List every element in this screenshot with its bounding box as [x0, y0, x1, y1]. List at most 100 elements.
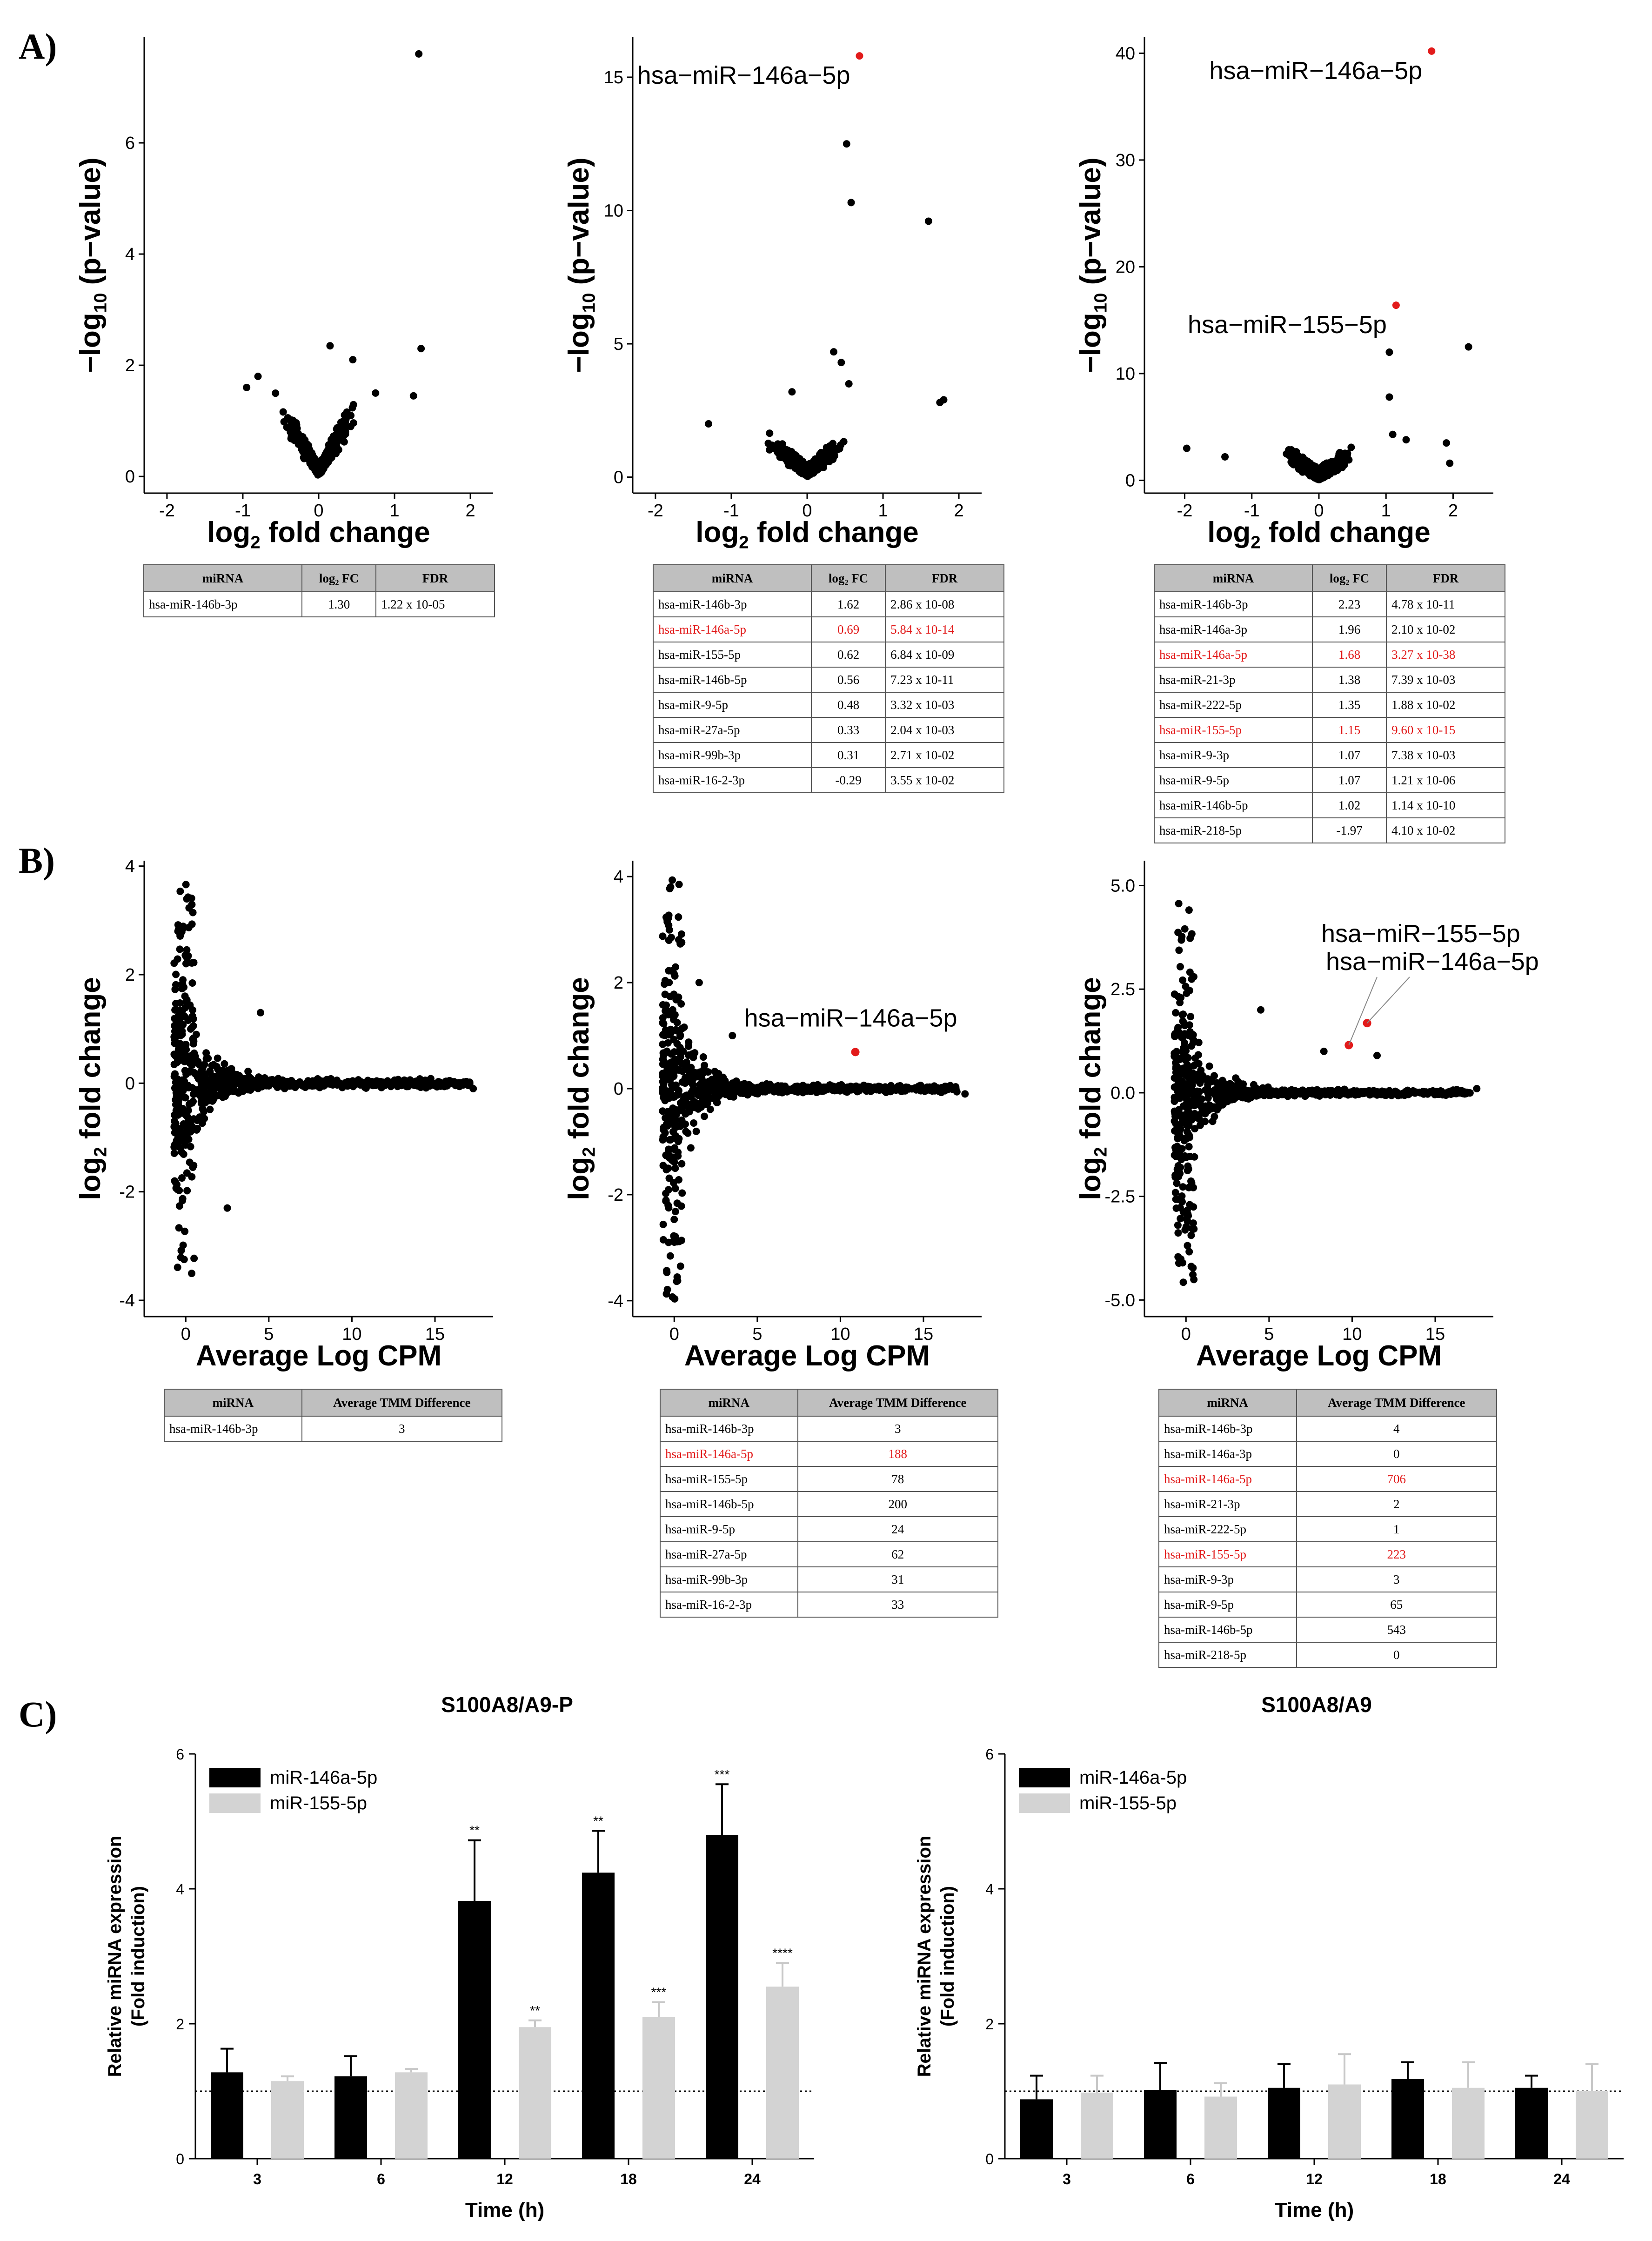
- y-tick-label: 10: [1116, 364, 1135, 384]
- volcano-point: [1446, 459, 1454, 467]
- ma-point: [428, 1080, 435, 1088]
- y-tick-label: -5.0: [1105, 1291, 1135, 1310]
- y-axis-title: Relative miRNA expression: [914, 1836, 935, 2077]
- table-cell: hsa-miR-146b-3p: [660, 1416, 798, 1442]
- ma-point: [469, 1085, 477, 1092]
- ma-point: [674, 1152, 682, 1160]
- ma-point: [706, 1105, 714, 1113]
- ma-point: [1198, 1102, 1206, 1110]
- x-tick-label: 3: [253, 2171, 261, 2187]
- table-cell: hsa-miR-16-2-3p: [660, 1592, 798, 1618]
- ma-point: [666, 1136, 674, 1144]
- table-cell: hsa-miR-146b-3p: [164, 1416, 302, 1442]
- x-tick-label: 6: [377, 2171, 385, 2187]
- ma-point: [662, 1001, 670, 1009]
- ma-point: [1190, 1184, 1197, 1191]
- ma-point: [1194, 1051, 1202, 1059]
- ma-point: [1446, 1090, 1454, 1097]
- ma-point: [663, 1088, 671, 1096]
- ma-point: [1244, 1088, 1252, 1096]
- ma-point: [1188, 1084, 1196, 1092]
- y-tick-label: -2: [119, 1183, 135, 1202]
- ma-point: [1185, 906, 1193, 914]
- ma-point: [1176, 1170, 1184, 1177]
- ma-point: [280, 1081, 288, 1089]
- x-tick-label: -1: [723, 501, 739, 521]
- table-cell: 1.15: [1312, 717, 1387, 743]
- table-cell: 4: [1296, 1416, 1498, 1442]
- ma-point: [1185, 987, 1193, 995]
- ma-point: [667, 934, 675, 942]
- table-cell: 223: [1296, 1541, 1498, 1567]
- y-axis-title: −log10 (p−value): [74, 157, 111, 373]
- table-cell: 0.31: [811, 742, 886, 768]
- x-tick-label: 2: [1448, 501, 1458, 521]
- ma-point: [377, 1080, 385, 1088]
- x-axis-title: log2 fold change: [1207, 516, 1431, 553]
- bar: [395, 2072, 428, 2159]
- ma-point: [190, 1085, 198, 1093]
- x-tick-label: 15: [425, 1325, 445, 1344]
- table-header: Average TMM Difference: [1296, 1389, 1498, 1417]
- table-cell: 3.27 x 10-38: [1386, 642, 1505, 668]
- table-cell: 1.35: [1312, 692, 1387, 718]
- ma-point: [181, 1041, 189, 1049]
- ma-point: [701, 1062, 709, 1070]
- ma-point: [1250, 1081, 1257, 1089]
- table-cell: 0: [1296, 1642, 1498, 1668]
- table-cell: hsa-miR-146b-3p: [143, 591, 303, 617]
- ma-point: [175, 1224, 183, 1232]
- legend-label: miR-146a-5p: [1079, 1767, 1187, 1788]
- volcano-point: [254, 373, 262, 381]
- significance-label: **: [469, 1823, 480, 1838]
- bar: [519, 2027, 551, 2159]
- x-tick-label: 0: [181, 1325, 191, 1344]
- x-tick-label: 5: [1264, 1325, 1274, 1344]
- volcano-point: [847, 199, 855, 207]
- table-cell: hsa-miR-146b-3p: [652, 591, 812, 617]
- highlight-label: hsa−miR−146a−5p: [1326, 948, 1539, 976]
- ma-point: [171, 1111, 179, 1119]
- ma-point: [188, 1123, 196, 1131]
- highlight-label: hsa−miR−146a−5p: [637, 61, 850, 89]
- x-tick-label: 5: [264, 1325, 274, 1344]
- table-cell: 1.88 x 10-02: [1386, 692, 1505, 718]
- table-row: hsa-miR-222-5p 1: [1158, 1516, 1498, 1542]
- volcano-point: [1334, 454, 1342, 462]
- table-cell: 1.07: [1312, 767, 1387, 793]
- ma-point: [1187, 1032, 1195, 1040]
- table-cell: hsa-miR-146a-5p: [1153, 642, 1313, 668]
- volcano-point: [349, 356, 357, 364]
- volcano-point: [415, 50, 423, 58]
- ma-point: [664, 1201, 672, 1209]
- ma-point: [199, 1064, 207, 1072]
- ma-point: [691, 1069, 699, 1077]
- ma-point: [1186, 1133, 1194, 1141]
- ma-point: [690, 1097, 698, 1105]
- ma-point: [232, 1075, 240, 1083]
- ma-point: [174, 1101, 182, 1109]
- ma-point: [1298, 1088, 1306, 1096]
- ma-point: [895, 1082, 903, 1090]
- ma-point: [673, 1278, 681, 1285]
- ma-point: [1175, 946, 1183, 954]
- table-cell: hsa-miR-146b-3p: [1153, 591, 1313, 617]
- table-cell: hsa-miR-146a-5p: [660, 1441, 798, 1467]
- table-row: hsa-miR-9-5p 1.07 1.21 x 10-06: [1153, 767, 1505, 793]
- ma-point: [182, 1122, 190, 1130]
- volcano-point: [1389, 430, 1397, 438]
- ma-point: [1320, 1047, 1328, 1055]
- ma-point: [183, 946, 191, 954]
- table-row: hsa-miR-155-5p 1.15 9.60 x 10-15: [1153, 717, 1505, 743]
- ma-point: [662, 1007, 669, 1015]
- ma-point: [778, 1082, 786, 1090]
- volcano-point: [1347, 443, 1355, 451]
- table-cell: 1.68: [1312, 642, 1387, 668]
- table-cell: hsa-miR-155-5p: [652, 642, 812, 668]
- table-row: hsa-miR-146b-3p 4: [1158, 1416, 1498, 1442]
- ma-point: [188, 1024, 196, 1031]
- ma-point: [685, 1038, 693, 1046]
- ma-point: [384, 1081, 392, 1089]
- table-cell: 7.38 x 10-03: [1386, 742, 1505, 768]
